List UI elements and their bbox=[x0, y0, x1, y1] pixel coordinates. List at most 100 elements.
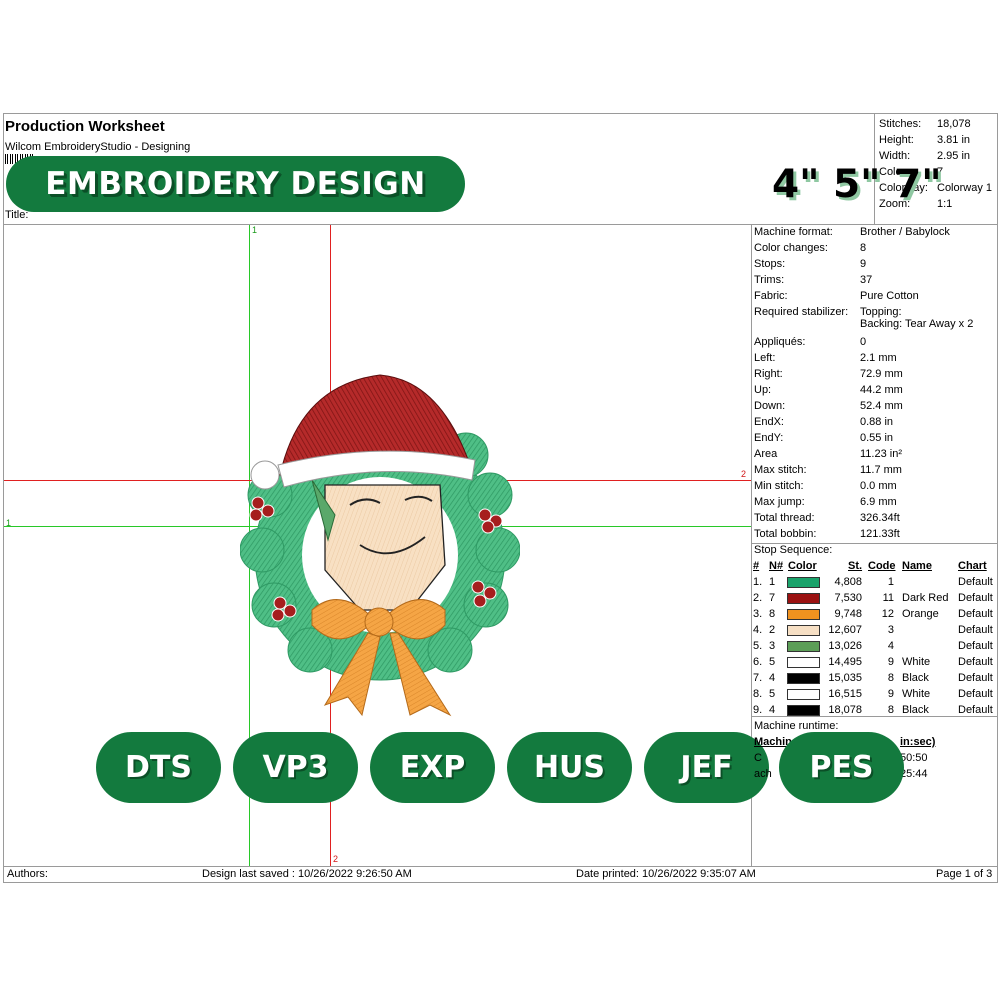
runtime-divider bbox=[751, 716, 998, 717]
guide-label-v2: 2 bbox=[333, 854, 339, 864]
stop-chart: Default bbox=[958, 624, 993, 636]
stop-needle: 4 bbox=[769, 672, 776, 684]
stop-stitches: 15,035 bbox=[828, 672, 862, 684]
stop-code: 1 bbox=[887, 576, 894, 588]
detail-label: Color changes: bbox=[754, 242, 828, 254]
stop-stitches: 4,808 bbox=[834, 576, 862, 588]
stop-code: 4 bbox=[887, 640, 894, 652]
detail-value: 8 bbox=[860, 242, 867, 254]
color-swatch bbox=[787, 625, 820, 636]
stop-chart: Default bbox=[958, 608, 993, 620]
stop-stitches: 9,748 bbox=[834, 608, 862, 620]
col-chart: Chart bbox=[958, 560, 987, 572]
detail-label: EndY: bbox=[754, 432, 784, 444]
stop-sequence-title: Stop Sequence: bbox=[754, 544, 833, 556]
stitches-value: 18,078 bbox=[937, 118, 971, 130]
format-badge-dts bbox=[96, 732, 221, 803]
stop-sequence-row: 9. 4 18,078 8 Black Default bbox=[750, 704, 995, 720]
detail-label: Left: bbox=[754, 352, 776, 364]
format-badge-exp bbox=[370, 732, 495, 803]
detail-value: 0.0 mm bbox=[860, 480, 897, 492]
stop-chart: Default bbox=[958, 688, 993, 700]
detail-label: Total bobbin: bbox=[754, 528, 817, 540]
color-swatch bbox=[787, 609, 820, 620]
stop-sequence-row: 3. 8 9,748 12 Orange Default bbox=[750, 608, 995, 624]
detail-value: 2.1 mm bbox=[860, 352, 897, 364]
stop-needle: 5 bbox=[769, 656, 776, 668]
stop-needle: 3 bbox=[769, 640, 776, 652]
detail-label: Right: bbox=[754, 368, 783, 380]
detail-label: Required stabilizer: bbox=[754, 306, 849, 318]
stop-needle: 4 bbox=[769, 704, 776, 716]
format-badge-pes bbox=[779, 732, 904, 803]
format-badge-vp3 bbox=[233, 732, 358, 803]
detail-value: 37 bbox=[860, 274, 873, 286]
stop-sequence-row: 2. 7 7,530 11 Dark Red Default bbox=[750, 592, 995, 608]
app-subtitle: Wilcom EmbroideryStudio - Designing bbox=[5, 141, 191, 153]
stop-name: White bbox=[902, 688, 931, 700]
stop-name: Black bbox=[902, 704, 929, 716]
stop-num: 6. bbox=[753, 656, 763, 668]
stop-code: 8 bbox=[887, 704, 894, 716]
stop-chart: Default bbox=[958, 704, 993, 716]
detail-label: Machine format: bbox=[754, 226, 833, 238]
stop-stitches: 14,495 bbox=[828, 656, 862, 668]
stop-num: 2. bbox=[753, 592, 763, 604]
stop-code: 8 bbox=[887, 672, 894, 684]
detail-value: 11.23 in² bbox=[860, 448, 902, 460]
detail-value: 11.7 mm bbox=[860, 464, 902, 476]
zoom-value: 1:1 bbox=[937, 198, 953, 210]
detail-value: 9 bbox=[860, 258, 867, 270]
stop-stitches: 16,515 bbox=[828, 688, 862, 700]
detail-label: Down: bbox=[754, 400, 786, 412]
stop-sequence-row: 8. 5 16,515 9 White Default bbox=[750, 688, 995, 704]
design-last-saved: Design last saved : 10/26/2022 9:26:50 A… bbox=[202, 868, 412, 880]
embroidery-design-illustration bbox=[240, 374, 520, 717]
stop-num: 8. bbox=[753, 688, 763, 700]
stop-stitches: 12,607 bbox=[828, 624, 862, 636]
detail-label: Stops: bbox=[754, 258, 786, 270]
format-badge-jef bbox=[644, 732, 769, 803]
stop-chart: Default bbox=[958, 592, 993, 604]
height-value: 3.81 in bbox=[937, 134, 971, 146]
runtime-col-machine: Machin bbox=[754, 736, 792, 748]
format-badge-hus bbox=[507, 732, 632, 803]
machine-runtime-label: Machine runtime: bbox=[754, 720, 839, 732]
stop-sequence-row: 6. 5 14,495 9 White Default bbox=[750, 656, 995, 672]
format-label-exp: EXP bbox=[399, 750, 466, 785]
stop-needle: 1 bbox=[769, 576, 776, 588]
detail-value: Pure Cotton bbox=[860, 290, 919, 302]
color-swatch bbox=[787, 577, 820, 588]
stop-needle: 7 bbox=[769, 592, 776, 604]
header-divider bbox=[3, 224, 998, 225]
stop-sequence-row: 5. 3 13,026 4 Default bbox=[750, 640, 995, 656]
format-label-vp3: VP3 bbox=[262, 750, 329, 785]
format-label-hus: HUS bbox=[533, 750, 606, 785]
color-swatch bbox=[787, 593, 820, 604]
embroidery-design-banner bbox=[6, 156, 465, 212]
colors-label: Colors: bbox=[879, 166, 914, 178]
detail-value: 121.33ft bbox=[860, 528, 900, 540]
stop-code: 11 bbox=[882, 592, 894, 604]
stop-code: 12 bbox=[881, 608, 894, 620]
title-field-label: Title: bbox=[5, 209, 29, 221]
stop-sequence-row: 1. 1 4,808 1 Default bbox=[750, 576, 995, 592]
color-swatch bbox=[787, 657, 820, 668]
stop-num: 9. bbox=[753, 704, 763, 716]
height-label: Height: bbox=[879, 134, 914, 146]
col-needle: N# bbox=[769, 560, 784, 572]
guide-label-h2: 2 bbox=[741, 469, 747, 479]
stop-needle: 5 bbox=[769, 688, 776, 700]
stop-num: 4. bbox=[753, 624, 763, 636]
detail-label: Max stitch: bbox=[754, 464, 807, 476]
width-value: 2.95 in bbox=[937, 150, 971, 162]
detail-label: EndX: bbox=[754, 416, 784, 428]
runtime-row2-machine: ach bbox=[754, 768, 772, 780]
col-color: Color bbox=[788, 560, 817, 572]
detail-value: Topping: bbox=[860, 306, 902, 318]
detail-label: Total thread: bbox=[754, 512, 815, 524]
stop-sequence-row: 4. 2 12,607 3 Default bbox=[750, 624, 995, 640]
stop-needle: 8 bbox=[769, 608, 776, 620]
detail-label: Trims: bbox=[754, 274, 785, 286]
format-label-jef: JEF bbox=[680, 750, 733, 785]
